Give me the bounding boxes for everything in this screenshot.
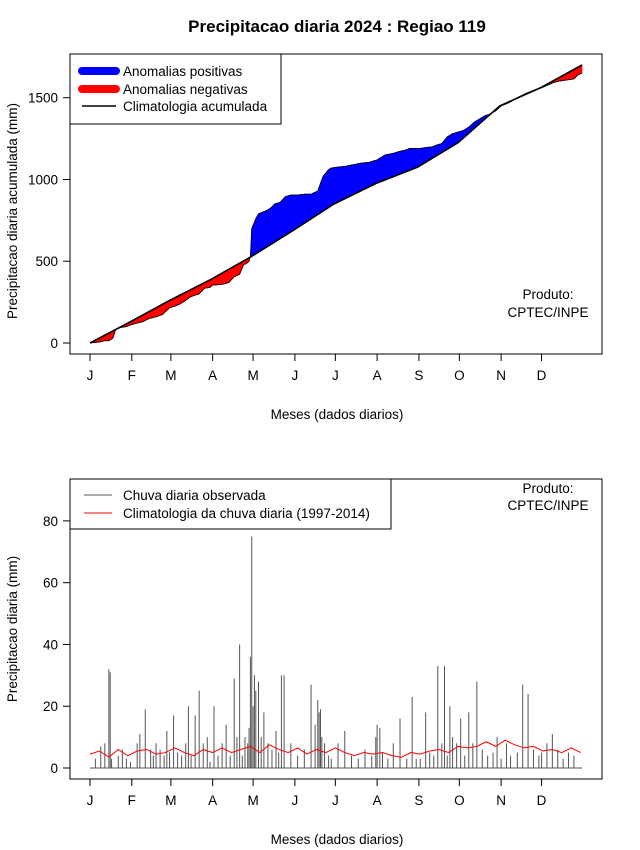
x-tick-label: J (292, 793, 299, 808)
legend-label-positive: Anomalias positivas (123, 64, 243, 79)
legend-box-2 (69, 478, 392, 530)
y-tick-label: 1500 (28, 91, 58, 106)
legend-label-negative: Anomalias negativas (123, 82, 248, 97)
x-tick-label: A (208, 368, 217, 383)
legend-2: Chuva diaria observada Climatologia da c… (69, 478, 392, 530)
y-tick-label: 80 (43, 514, 58, 529)
credit-source-2: CPTEC/INPE (507, 498, 588, 513)
legend-label-climatology-2: Climatologia da chuva diaria (1997-2014) (123, 506, 370, 521)
x-tick-label: D (537, 368, 547, 383)
credit-label: Produto: (522, 287, 573, 302)
x-tick-label: J (87, 793, 94, 808)
climatology-rain-line (89, 739, 581, 758)
y-tick-label: 1000 (28, 172, 58, 187)
y-tick-label: 40 (43, 637, 58, 652)
x-tick-label: J (332, 368, 339, 383)
x-tick-label: M (247, 793, 258, 808)
cumulative-chart: 0 500 1000 1500 J F M A M J J A S O N D Meses (dados d… (5, 53, 603, 422)
x-tick-label: M (165, 793, 176, 808)
daily-chart: 0 20 40 60 80 J F M A M J J A S O N D Meses (dados diar… (5, 478, 603, 847)
x-tick-label: J (332, 793, 339, 808)
x-tick-label: N (496, 368, 506, 383)
climatology-line (89, 64, 583, 344)
x-tick-label: J (87, 368, 94, 383)
climatology-line-group (89, 64, 583, 344)
x-tick-label: M (247, 368, 258, 383)
y-tick-label: 60 (43, 576, 58, 591)
figure-title: Precipitacao diaria 2024 : Regiao 119 (188, 17, 486, 36)
legend-label-climatology: Climatologia acumulada (123, 99, 268, 114)
y-tick-label: 500 (35, 254, 58, 269)
credit-source: CPTEC/INPE (507, 305, 588, 320)
y-tick-label: 0 (50, 336, 58, 351)
x-tick-label: F (128, 793, 136, 808)
x-tick-label: A (373, 368, 382, 383)
y-axis-2: 0 20 40 60 80 (43, 514, 71, 776)
y-axis-label-2: Precipitacao diaria (mm) (5, 556, 20, 702)
y-axis-label: Precipitacao diaria acumulada (mm) (5, 103, 20, 319)
x-tick-label: A (208, 793, 217, 808)
climatology-rain-line-group (89, 739, 581, 758)
y-tick-label: 20 (43, 699, 58, 714)
x-tick-label: S (414, 793, 423, 808)
x-axis-label-2: Meses (dados diarios) (271, 832, 404, 847)
x-tick-label: N (496, 793, 506, 808)
y-tick-label: 0 (50, 761, 58, 776)
x-tick-label: J (292, 368, 299, 383)
x-tick-label: O (454, 368, 465, 383)
x-tick-label: A (373, 793, 382, 808)
x-axis-label: Meses (dados diarios) (271, 407, 404, 422)
x-tick-label: M (165, 368, 176, 383)
legend: Anomalias positivas Anomalias negativas … (69, 53, 282, 125)
credit-label-2: Produto: (522, 481, 573, 496)
legend-label-observed: Chuva diaria observada (123, 488, 266, 503)
y-axis: 0 500 1000 1500 (28, 91, 71, 351)
x-tick-label: D (537, 793, 547, 808)
observed-cumulative-outline (89, 72, 583, 344)
x-tick-label: O (454, 793, 465, 808)
x-tick-label: F (128, 368, 136, 383)
observed-rain-bars (90, 536, 582, 769)
x-tick-label: S (414, 368, 423, 383)
